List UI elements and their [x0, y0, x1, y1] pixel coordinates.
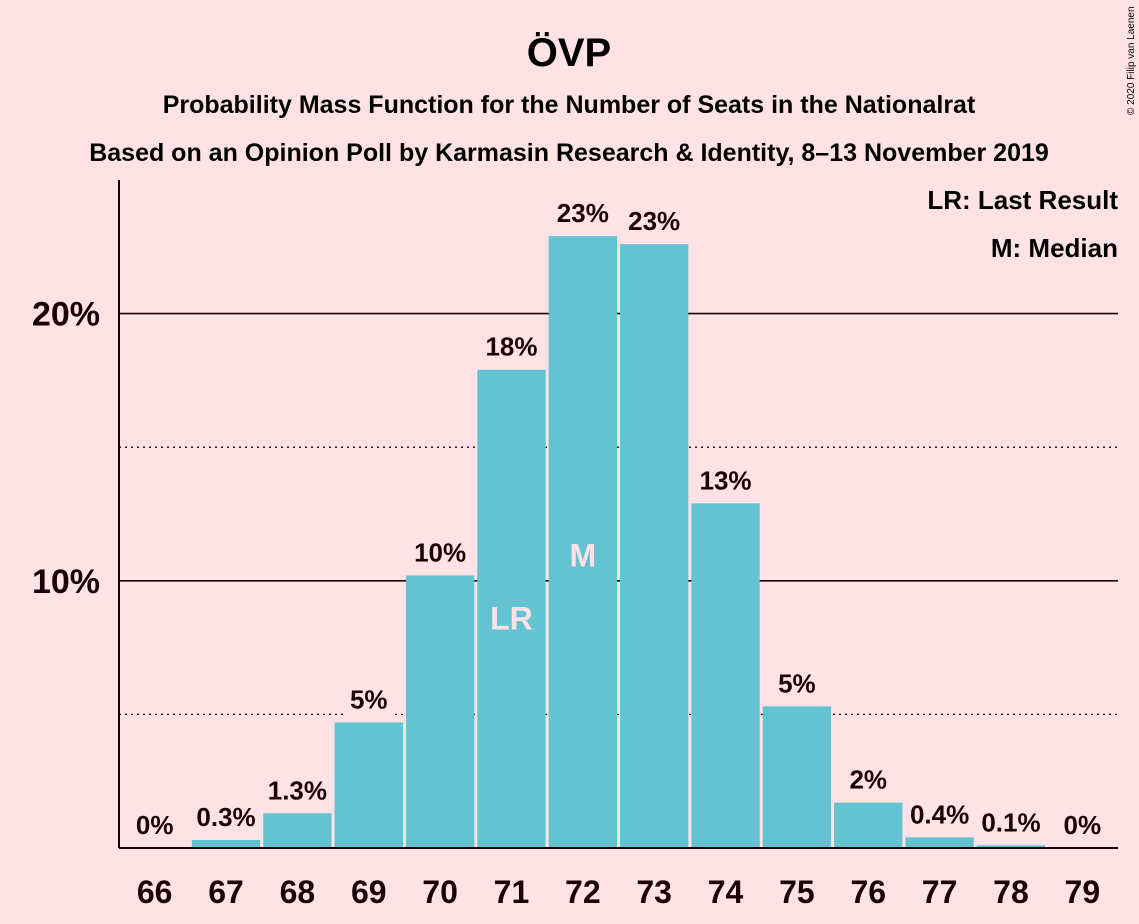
- data-label-background: [774, 667, 820, 700]
- bar-75: [762, 706, 832, 848]
- marker-lr: LR: [490, 600, 533, 636]
- x-tick-label: 70: [422, 874, 458, 910]
- data-label-66: 0%: [136, 810, 174, 840]
- x-tick-label: 77: [922, 874, 958, 910]
- data-label-72: 23%: [557, 198, 609, 228]
- x-tick-label: 73: [636, 874, 672, 910]
- bar-74: [691, 503, 760, 848]
- bar-78: [976, 845, 1046, 848]
- data-labels: 0% 0.3% 1.3% 5% 10% 18% 23% 23% 13% 5% 2% 0.4% 0.1% 0…: [131, 197, 1106, 841]
- data-label-74: 13%: [700, 465, 752, 495]
- data-label-68: 1.3%: [268, 775, 327, 805]
- data-label-background: [345, 683, 392, 716]
- x-tick-label: 69: [351, 874, 387, 910]
- y-tick-label: 20%: [32, 296, 100, 334]
- legend-last-result: LR: Last Result: [927, 185, 1118, 215]
- data-label-70: 10%: [414, 537, 466, 567]
- data-label-background: [624, 205, 685, 238]
- data-label-background: [977, 806, 1045, 839]
- data-label-76: 2%: [849, 765, 887, 795]
- x-tick-label: 75: [779, 874, 815, 910]
- data-label-79: 0%: [1064, 810, 1102, 840]
- data-label-71: 18%: [485, 332, 537, 362]
- gridlines: [119, 312, 1118, 716]
- data-label-background: [1059, 809, 1106, 841]
- bar-71: [477, 369, 546, 848]
- data-label-background: [192, 800, 260, 833]
- data-label-69: 5%: [350, 684, 388, 714]
- data-label-background: [263, 774, 332, 807]
- data-label-background: [845, 763, 892, 796]
- y-tick-label: 10%: [32, 563, 100, 601]
- copyright-note: © 2020 Filip van Laenen: [1126, 6, 1137, 115]
- x-tick-label: 72: [565, 874, 601, 910]
- chart-title: ÖVP: [527, 30, 611, 75]
- bar-76: [834, 802, 903, 848]
- data-label-77: 0.4%: [910, 799, 969, 829]
- bar-70: [405, 575, 475, 848]
- x-tick-label: 76: [850, 874, 886, 910]
- data-label-background: [131, 809, 178, 841]
- bar-73: [620, 244, 689, 849]
- bar-68: [263, 813, 332, 848]
- data-label-75: 5%: [778, 668, 816, 698]
- bar-67: [191, 839, 261, 848]
- x-tick-label: 79: [1065, 874, 1101, 910]
- x-tick-label: 68: [280, 874, 316, 910]
- data-label-background: [695, 464, 756, 497]
- data-label-78: 0.1%: [981, 807, 1040, 837]
- x-tick-label: 71: [494, 874, 530, 910]
- x-tick-label: 74: [708, 874, 744, 910]
- data-label-67: 0.3%: [196, 802, 255, 832]
- chart-subtitle-1: Probability Mass Function for the Number…: [163, 91, 976, 119]
- bar-77: [905, 837, 974, 848]
- x-tick-label: 67: [208, 874, 244, 910]
- bar-72: [548, 236, 617, 848]
- data-label-background: [552, 197, 613, 230]
- data-label-background: [481, 330, 542, 363]
- x-tick-label: 66: [137, 874, 173, 910]
- data-label-background: [410, 536, 471, 569]
- marker-m: M: [569, 537, 596, 573]
- bar-69: [334, 722, 403, 848]
- legend-median: M: Median: [991, 233, 1118, 263]
- axes: 10% 20% 66 67 68 69 70 71 72 73 74 75 76 77 78 79: [32, 180, 1118, 910]
- chart-subtitle-2: Based on an Opinion Poll by Karmasin Res…: [89, 139, 1049, 167]
- x-tick-label: 78: [993, 874, 1029, 910]
- data-label-73: 23%: [628, 206, 680, 236]
- data-label-background: [905, 798, 974, 831]
- bars: [191, 236, 1046, 849]
